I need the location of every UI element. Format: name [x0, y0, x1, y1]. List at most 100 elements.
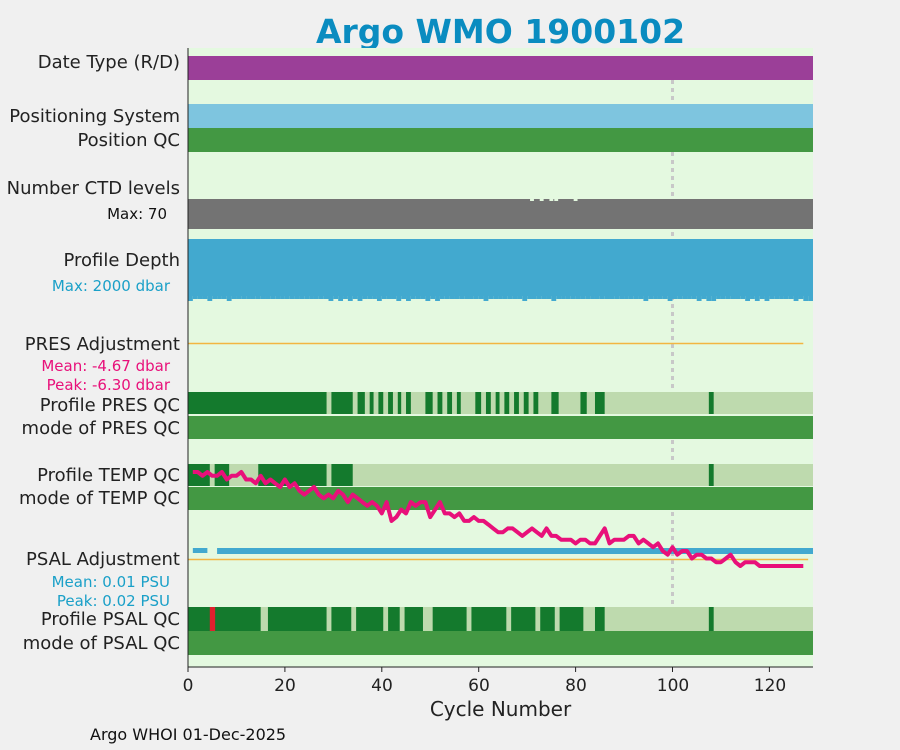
depth-cycle-mark	[444, 296, 450, 299]
depth-cycle-mark	[764, 296, 770, 301]
depth-cycle-mark	[439, 296, 445, 299]
depth-cycle-mark	[401, 296, 407, 299]
depth-cycle-mark	[653, 296, 658, 299]
depth-cycle-mark	[769, 296, 775, 299]
depth-cycle-mark	[619, 296, 625, 299]
mode-pres-qc-bar	[188, 416, 813, 439]
depth-cycle-mark	[202, 296, 208, 299]
depth-cycle-mark	[512, 296, 518, 299]
psal-qc-light-segment	[466, 607, 472, 631]
depth-cycle-mark	[745, 296, 751, 301]
depth-cycle-mark	[628, 296, 634, 299]
pres-qc-light-segment	[518, 392, 524, 414]
psal-qc-light-segment	[535, 607, 541, 631]
label-profile-psal-qc: Profile PSAL QC	[40, 609, 180, 630]
depth-cycle-mark	[357, 296, 363, 301]
depth-cycle-mark	[783, 296, 789, 299]
depth-cycle-mark	[662, 296, 668, 299]
temp-qc-light-segment	[326, 464, 332, 486]
depth-cycle-mark	[687, 296, 692, 299]
depth-cycle-mark	[527, 296, 532, 299]
depth-cycle-mark	[328, 296, 334, 301]
depth-cycle-mark	[226, 296, 232, 301]
depth-cycle-mark	[318, 296, 324, 299]
depth-cycle-mark	[808, 296, 813, 301]
ctd-max-annotation: Max: 70	[107, 205, 167, 223]
pres-qc-light-segment	[538, 392, 552, 414]
label-position-qc: Position QC	[77, 130, 180, 151]
depth-cycle-mark	[323, 296, 329, 299]
depth-cycle-mark	[469, 296, 474, 299]
pres-qc-light-segment	[490, 392, 496, 414]
depth-cycle-mark	[614, 296, 620, 299]
depth-cycle-mark	[473, 296, 479, 299]
depth-cycle-mark	[255, 296, 261, 299]
ctd-gap-mark	[573, 198, 578, 201]
label-ctd-levels: Number CTD levels	[6, 178, 180, 199]
depth-cycle-mark	[309, 296, 314, 299]
depth-cycle-mark	[604, 296, 610, 299]
pres-qc-light-segment	[392, 392, 398, 414]
pres-qc-light-segment	[326, 392, 332, 414]
depth-cycle-mark	[212, 296, 218, 299]
depth-cycle-mark	[561, 296, 566, 299]
temp-qc-light-segment	[352, 464, 813, 486]
depth-cycle-mark	[241, 296, 247, 299]
depth-cycle-mark	[430, 296, 436, 299]
pres-qc-light-segment	[460, 392, 476, 414]
depth-cycle-mark	[570, 296, 576, 299]
depth-cycle-mark	[590, 296, 595, 299]
psal-qc-dark-segment	[708, 607, 714, 631]
depth-cycle-mark	[250, 296, 256, 299]
depth-cycle-mark	[372, 296, 377, 299]
depth-cycle-mark	[750, 296, 755, 299]
ctd-gap-mark	[530, 198, 534, 201]
mode-temp-qc-bar	[188, 487, 813, 510]
depth-cycle-mark	[677, 296, 683, 299]
depth-cycle-mark	[706, 296, 712, 301]
depth-cycle-mark	[522, 296, 528, 301]
position-qc-bar	[188, 128, 813, 152]
depth-cycle-mark	[265, 296, 271, 299]
x-tick-label: 100	[656, 676, 690, 696]
depth-cycle-mark	[754, 296, 760, 301]
chart-title: Argo WMO 1900102	[315, 12, 686, 51]
footer-credit: Argo WHOI 01-Dec-2025	[90, 725, 287, 744]
depth-cycle-mark	[410, 296, 416, 299]
pres-adjustment-line	[192, 470, 804, 568]
pres-qc-light-segment	[558, 392, 581, 414]
temp-qc-dark-segment	[708, 464, 714, 486]
depth-cycle-mark	[478, 296, 484, 299]
depth-cycle-mark	[531, 296, 537, 299]
depth-cycle-mark	[483, 296, 489, 301]
depth-cycle-mark	[711, 296, 717, 301]
depth-cycle-mark	[779, 296, 784, 299]
depth-cycle-mark	[657, 296, 663, 299]
depth-cycle-mark	[362, 296, 368, 299]
ctd-levels-bar	[188, 199, 813, 229]
depth-cycle-mark	[667, 296, 673, 301]
label-date-type: Date Type (R/D)	[37, 52, 180, 73]
depth-cycle-mark	[599, 296, 605, 299]
depth-cycle-mark	[493, 296, 499, 299]
depth-cycle-mark	[386, 296, 392, 299]
depth-cycle-mark	[643, 296, 649, 301]
label-psal-adjustment: PSAL Adjustment	[25, 549, 180, 570]
ctd-gap-mark	[539, 198, 544, 201]
pres-qc-light-segment	[383, 392, 389, 414]
pres-mean-annotation: Mean: -4.67 dbar	[41, 357, 170, 375]
depth-cycle-mark	[720, 296, 726, 299]
pres-qc-light-segment	[364, 392, 370, 414]
depth-cycle-mark	[381, 296, 387, 299]
depth-cycle-mark	[725, 296, 731, 299]
label-profile-temp-qc: Profile TEMP QC	[37, 465, 180, 486]
depth-cycle-mark	[396, 296, 402, 301]
depth-cycle-mark	[284, 296, 290, 299]
psal-qc-light-segment	[326, 607, 332, 631]
label-positioning-system: Positioning System	[9, 106, 180, 127]
depth-cycle-mark	[498, 296, 503, 299]
depth-cycle-mark	[546, 296, 552, 299]
depth-cycle-mark	[803, 296, 809, 301]
x-axis-label: Cycle Number	[429, 697, 572, 721]
